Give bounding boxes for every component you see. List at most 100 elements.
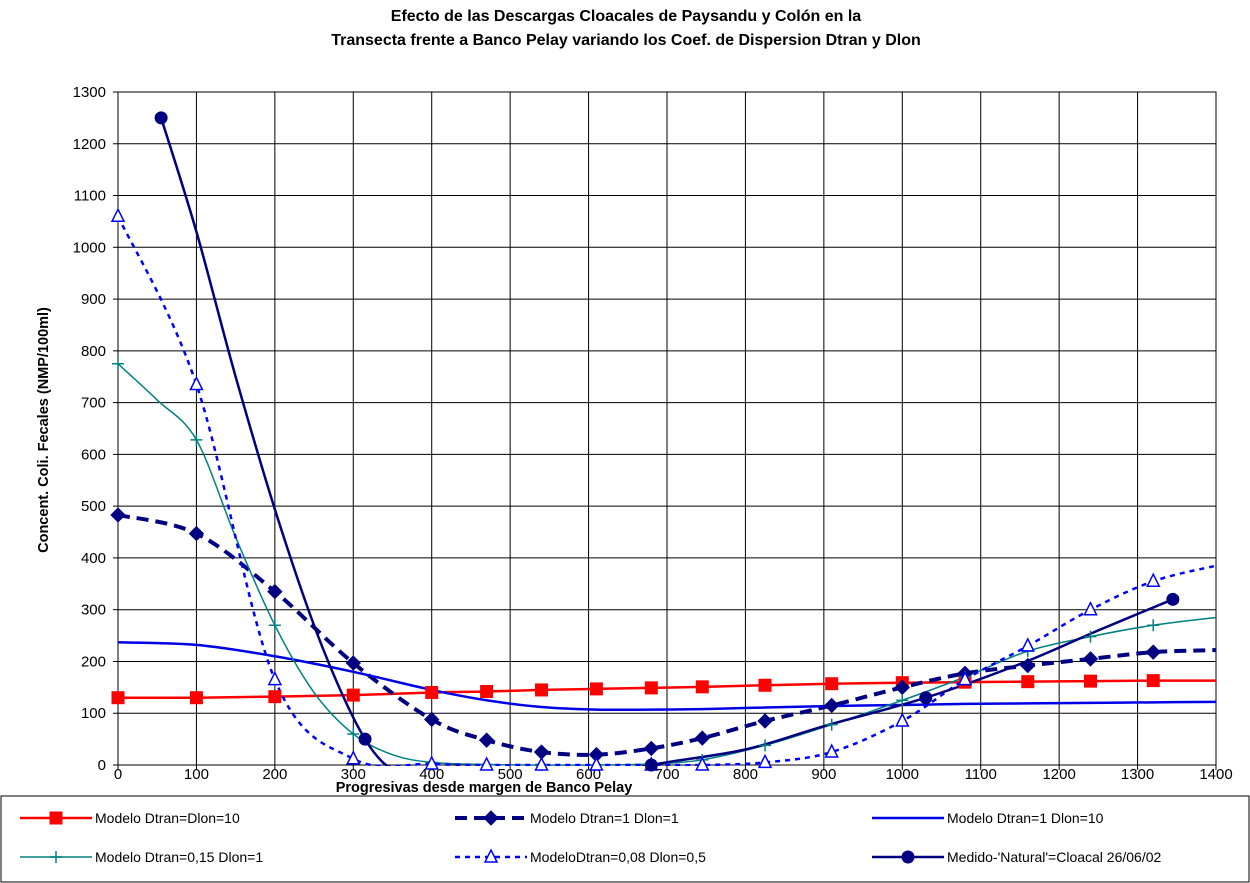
series-4-point (190, 433, 203, 446)
y-tick-label: 1100 (74, 188, 106, 205)
series-4-point (1084, 630, 1097, 643)
series-2-point (1145, 644, 1161, 660)
series-4-point (759, 739, 772, 752)
series-4-point (268, 619, 281, 632)
series-2-point (188, 525, 205, 542)
legend-entry: Modelo Dtran=Dlon=10 (95, 810, 240, 826)
chart-title: Efecto de las Descargas Cloacales de Pay… (391, 8, 862, 25)
series-2-point (424, 711, 440, 728)
x-tick-label: 700 (654, 766, 679, 783)
x-tick-label: 200 (262, 766, 287, 783)
x-tick-label: 300 (341, 766, 366, 783)
x-tick-label: 1100 (965, 766, 997, 783)
series-5-point (479, 756, 494, 771)
series-2-point (478, 732, 495, 748)
series-5-point (346, 750, 361, 765)
series-5-point (267, 670, 283, 686)
series-2-point (694, 730, 710, 746)
x-tick-label: 500 (498, 766, 523, 783)
series-1-point (758, 678, 772, 692)
series-5-point (589, 756, 604, 771)
series-1-point (644, 681, 658, 695)
x-tick-label: 900 (811, 766, 836, 783)
y-axis-label: Concent. Coli. Fecales (NMP/100ml) (36, 307, 52, 553)
series-4-point (1147, 619, 1160, 632)
series-5-point (424, 755, 439, 770)
y-tick-label: 1300 (73, 84, 106, 101)
series-6-point (1166, 592, 1180, 606)
y-tick-label: 500 (81, 498, 106, 515)
y-tick-label: 1200 (73, 136, 106, 153)
y-tick-label: 700 (81, 395, 106, 412)
series-markers (110, 111, 1180, 772)
axes: 0 100 200 300 400 500 600 700 800 900 1000 1100 1200… (73, 84, 1233, 783)
series-5-point (1020, 637, 1035, 652)
series-6-point (644, 758, 658, 772)
series-4-point (825, 718, 838, 731)
series-1-point (425, 686, 439, 700)
legend-swatch-marker (49, 811, 63, 825)
chart-subtitle: Transecta frente a Banco Pelay variando … (331, 32, 921, 49)
x-tick-label: 1300 (1121, 766, 1154, 783)
series-1-point (1021, 675, 1035, 689)
y-tick-label: 0 (98, 757, 106, 774)
series-1-point (1084, 674, 1098, 688)
series-5-point (189, 375, 204, 391)
series-1-point (346, 688, 360, 702)
series-1-point (111, 691, 125, 705)
series-6-point (358, 732, 372, 746)
y-tick-label: 600 (81, 446, 106, 463)
series-1-point (1146, 674, 1160, 688)
grid (117, 91, 1217, 766)
y-tick-label: 100 (81, 705, 106, 722)
x-tick-label: 400 (419, 766, 444, 783)
legend-entry: ModeloDtran=0,08 Dlon=0,5 (530, 849, 706, 865)
series-1-point (189, 691, 203, 705)
series-5-point (110, 207, 126, 222)
series-5-point (1083, 601, 1098, 616)
series-1-point (695, 680, 709, 694)
series-1-point (535, 683, 549, 697)
series-2-point (823, 697, 840, 714)
series-1-point (480, 684, 494, 698)
y-tick-label: 800 (81, 343, 106, 360)
legend-entry: Medido-'Natural'=Cloacal 26/06/02 (947, 849, 1162, 865)
legend-entry: Modelo Dtran=1 Dlon=10 (947, 810, 1104, 826)
x-tick-label: 100 (184, 766, 209, 783)
series-5-point (895, 712, 910, 727)
series-2-point (1082, 651, 1099, 667)
legend-swatch-marker (901, 850, 915, 864)
series-6-point (154, 111, 168, 125)
series-5-point (957, 670, 973, 686)
series-4-point (112, 357, 124, 370)
legend-swatch-marker (483, 848, 499, 863)
series-5-point (757, 753, 773, 769)
series-2-point (110, 507, 126, 523)
series-5-point (695, 756, 710, 771)
series-5-point (534, 756, 549, 771)
series-2-point (345, 655, 361, 671)
series-2-point (643, 740, 660, 757)
series-6-point (919, 691, 933, 705)
series-5-point (824, 743, 839, 758)
y-tick-label: 400 (81, 550, 106, 567)
series-1-point (589, 682, 603, 696)
series-4-point (347, 727, 360, 740)
x-tick-label: 1200 (1042, 766, 1075, 783)
series-5-point (1146, 572, 1161, 587)
legend-swatch-marker (483, 810, 499, 826)
y-tick-label: 300 (81, 602, 106, 619)
series-1-point (268, 690, 282, 704)
series-2-point (267, 583, 283, 600)
series-2-point (757, 713, 773, 729)
x-axis-label: Progresivas desde margen de Banco Pelay (336, 780, 633, 796)
x-tick-label: 0 (114, 766, 122, 783)
legend-swatch-marker (50, 851, 62, 863)
legend: Modelo Dtran=Dlon=10 Modelo Dtran=1 Dlon=… (20, 810, 1162, 865)
series-4-point (896, 694, 909, 707)
y-tick-label: 1000 (73, 239, 106, 256)
series-line-6 (159, 117, 1174, 766)
legend-entry: Modelo Dtran=0,15 Dlon=1 (95, 849, 263, 865)
x-tick-label: 1400 (1199, 766, 1232, 783)
